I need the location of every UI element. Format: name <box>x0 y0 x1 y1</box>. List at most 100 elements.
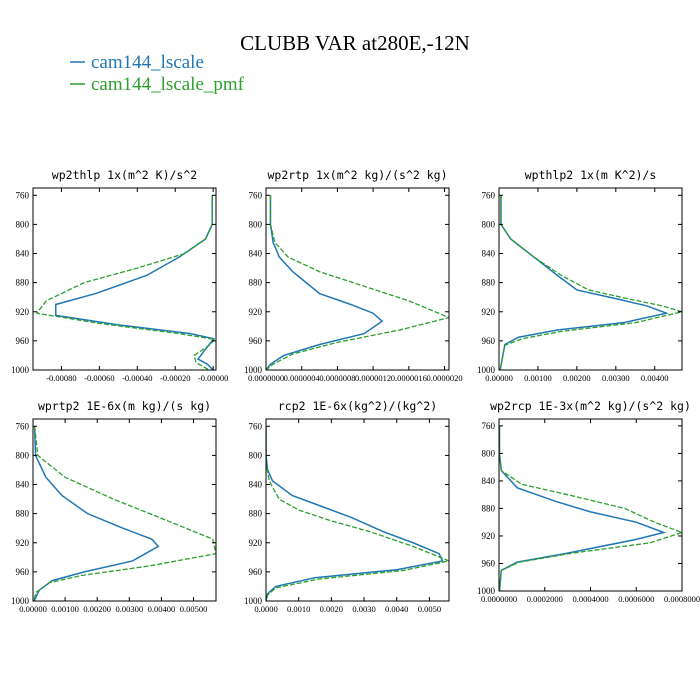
panel-6-ytick-label-3: 840 <box>482 476 496 486</box>
panel-3: wpthlp2 1x(m K^2)/s 760 800 840 880 920 960 100… <box>477 168 683 383</box>
panel-2-xtick-label-2: 0.0000004 <box>284 373 321 383</box>
panel-3-ytick-label-6: 960 <box>482 336 496 346</box>
panel-2-series-2 <box>266 195 449 370</box>
panel-5-ytick-label-1: 760 <box>249 421 263 431</box>
panel-3-xtick-label-4: 0.00300 <box>602 373 630 383</box>
panel-2-ytick-label-3: 840 <box>249 249 263 259</box>
legend: cam144_lscale cam144_lscale_pmf <box>70 52 245 95</box>
panel-2-ytick-label-4: 880 <box>249 278 263 288</box>
panel-5-ytick-label-7: 1000 <box>244 596 263 606</box>
panel-5-series-2 <box>266 426 449 601</box>
panel-2-series-1 <box>266 195 384 370</box>
panel-5-xtick-label-1: 0.0000 <box>254 604 277 614</box>
panel-4-ytick-label-6: 960 <box>16 567 30 577</box>
panel-1-ytick-label-2: 800 <box>16 219 30 229</box>
panel-1-ytick-label-7: 1000 <box>11 365 30 375</box>
panel-2-xtick-label-1: 0.0000000 <box>248 373 284 383</box>
panel-1-xtick-label-4: -0.00020 <box>160 373 190 383</box>
panel-6-xtick-label-1: 0.0000000 <box>481 594 517 604</box>
panel-4-frame <box>32 418 217 602</box>
panel-6-frame <box>498 418 683 592</box>
panel-5-ytick-label-3: 840 <box>249 480 263 490</box>
panels: wp2thlp 1x(m^2 K)/s^2 760 800 840 880 920 960 1… <box>11 168 700 614</box>
panel-1-xtick-label-3: -0.00040 <box>122 373 152 383</box>
panel-4-ytick-label-1: 760 <box>16 421 30 431</box>
panel-3-frame <box>498 187 683 371</box>
panel-4-title: wprtp2 1E-6x(m kg)/(s kg) <box>38 399 211 413</box>
panel-4-ytick-label-7: 1000 <box>11 596 30 606</box>
panel-5-ytick-label-5: 920 <box>249 538 263 548</box>
panel-5-xtick-label-5: 0.0040 <box>385 604 408 614</box>
panel-2-ytick-label-1: 760 <box>249 190 263 200</box>
panel-2: wp2rtp 1x(m^2 kg)/(s^2 kg) 760 800 840 880 92… <box>244 168 463 383</box>
panel-2-xtick-label-5: 0.0000016 <box>391 373 427 383</box>
panel-6-series-1 <box>499 425 667 591</box>
panel-5: rcp2 1E-6x(kg^2)/(kg^2) 760 800 840 880 920 96… <box>244 399 450 614</box>
panel-5-ytick-label-2: 800 <box>249 450 263 460</box>
panel-6-xtick-label-4: 0.0006000 <box>618 594 654 604</box>
panel-6-ytick-label-4: 880 <box>482 503 496 513</box>
panel-1-ytick-label-5: 920 <box>16 307 30 317</box>
panel-3-xtick-label-1: 0.00000 <box>485 373 513 383</box>
panel-6-xtick-label-3: 0.0004000 <box>572 594 608 604</box>
panel-4-xtick-label-6: 0.00500 <box>180 604 208 614</box>
panel-6-title: wp2rcp 1E-3x(m^2 kg)/(s^2 kg) <box>490 399 691 413</box>
panel-6-ytick-label-5: 920 <box>482 531 496 541</box>
panel-1-xtick-label-5: -0.00000 <box>198 373 228 383</box>
panel-3-ytick-label-2: 800 <box>482 219 496 229</box>
panel-6-ytick-label-7: 1000 <box>477 586 496 596</box>
panel-3-ytick-label-4: 880 <box>482 278 496 288</box>
panel-1-ytick-label-3: 840 <box>16 249 30 259</box>
panel-2-ytick-label-6: 960 <box>249 336 263 346</box>
legend-label-1: cam144_lscale <box>91 52 204 73</box>
panel-5-frame <box>265 418 450 602</box>
panel-3-xtick-label-2: 0.00100 <box>524 373 552 383</box>
panel-5-series-1 <box>266 426 444 601</box>
figure-title: CLUBB VAR at280E,-12N <box>240 31 470 55</box>
panel-3-ytick-label-1: 760 <box>482 190 496 200</box>
panel-5-xtick-label-4: 0.0030 <box>352 604 375 614</box>
panel-4-xtick-label-3: 0.00200 <box>83 604 111 614</box>
panel-1-ytick-label-6: 960 <box>16 336 30 346</box>
panel-4-xtick-label-1: 0.00000 <box>19 604 47 614</box>
panel-1-xtick-label-1: -0.00080 <box>46 373 76 383</box>
panel-4-ytick-label-4: 880 <box>16 509 30 519</box>
panel-4-xtick-label-5: 0.00400 <box>148 604 176 614</box>
panel-4: wprtp2 1E-6x(m kg)/(s kg) 760 800 840 880 920… <box>11 399 217 614</box>
panel-5-ytick-label-6: 960 <box>249 567 263 577</box>
panel-3-ytick-label-5: 920 <box>482 307 496 317</box>
panel-1-ytick-label-1: 760 <box>16 190 30 200</box>
panel-3-xtick-label-5: 0.00400 <box>641 373 669 383</box>
panel-1-series-2 <box>35 195 216 370</box>
panel-1: wp2thlp 1x(m^2 K)/s^2 760 800 840 880 920 960 1… <box>11 168 228 383</box>
panel-2-title: wp2rtp 1x(m^2 kg)/(s^2 kg) <box>267 168 447 182</box>
panel-4-xtick-label-4: 0.00300 <box>116 604 144 614</box>
panel-5-title: rcp2 1E-6x(kg^2)/(kg^2) <box>278 399 437 413</box>
panel-4-xtick-label-2: 0.00100 <box>51 604 79 614</box>
panel-4-ytick-label-2: 800 <box>16 450 30 460</box>
panel-3-xtick-label-3: 0.00200 <box>563 373 591 383</box>
panel-4-ytick-label-3: 840 <box>16 480 30 490</box>
panel-2-ytick-label-2: 800 <box>249 219 263 229</box>
panel-5-xtick-label-3: 0.0020 <box>320 604 343 614</box>
panel-1-series-1 <box>55 195 216 370</box>
panel-3-series-1 <box>499 195 670 370</box>
panel-5-xtick-label-6: 0.0050 <box>418 604 441 614</box>
panel-6-xtick-label-5: 0.0008000 <box>664 594 700 604</box>
panel-2-xtick-label-3: 0.0000008 <box>319 373 355 383</box>
panel-1-frame <box>32 187 217 371</box>
panel-2-frame <box>265 187 450 371</box>
panel-4-series-1 <box>33 426 160 601</box>
panel-4-ytick-label-5: 920 <box>16 538 30 548</box>
panel-6: wp2rcp 1E-3x(m^2 kg)/(s^2 kg) 760 800 840 88… <box>477 399 700 604</box>
panel-3-ytick-label-7: 1000 <box>477 365 496 375</box>
panel-2-xtick-label-4: 0.0000012 <box>355 373 391 383</box>
panel-2-xtick-label-6: 0.0000020 <box>426 373 462 383</box>
panel-1-xtick-label-2: -0.00060 <box>84 373 114 383</box>
panel-3-title: wpthlp2 1x(m K^2)/s <box>525 168 657 182</box>
panel-5-ytick-label-4: 880 <box>249 509 263 519</box>
panel-6-xtick-label-2: 0.0002000 <box>527 594 563 604</box>
panel-3-series-2 <box>499 195 682 370</box>
panel-5-xtick-label-2: 0.0010 <box>287 604 310 614</box>
